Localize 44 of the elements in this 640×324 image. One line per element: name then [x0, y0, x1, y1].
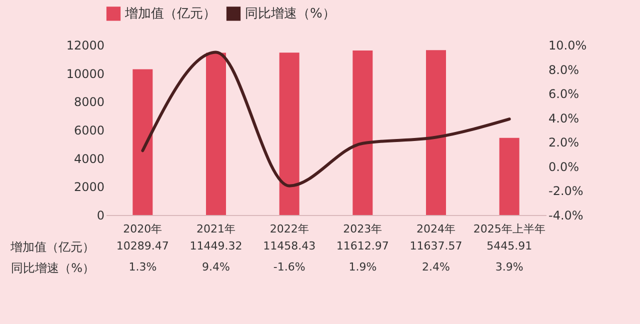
- bar: [352, 50, 373, 215]
- data-label: 2.4%: [422, 260, 450, 274]
- y-tick-label: 0: [96, 208, 104, 222]
- x-tick-label: 2020年: [123, 222, 162, 236]
- y2-tick-label: 4.0%: [548, 111, 579, 126]
- data-label: 1.9%: [348, 260, 377, 274]
- y2-tick-label: -2.0%: [548, 184, 584, 198]
- line-series: [141, 50, 511, 188]
- bar: [206, 52, 226, 215]
- legend-label: 增加值（亿元）: [124, 6, 216, 22]
- y2-tick-label: 8.0%: [548, 62, 579, 77]
- y2-tick-label: 10.0%: [548, 38, 587, 52]
- bar: [499, 138, 520, 215]
- y-tick-label: 10000: [66, 66, 104, 81]
- x-tick-label: 2021年: [196, 222, 236, 236]
- bar: [132, 69, 153, 215]
- y-tick-label: 2000: [74, 180, 104, 194]
- y-tick-label: 6000: [74, 124, 104, 138]
- data-label: 11612.97: [336, 240, 389, 252]
- data-label: 11458.43: [263, 240, 316, 252]
- x-tick-label: 2023年: [343, 222, 382, 236]
- y2-tick-label: 0.0%: [548, 160, 579, 174]
- y2-tick-label: 2.0%: [548, 136, 579, 150]
- y-tick-label: 8000: [74, 95, 104, 110]
- y-tick-label: 12000: [66, 38, 104, 52]
- x-tick-label: 2025年上半年: [473, 222, 546, 236]
- data-label: 5445.91: [486, 240, 532, 252]
- text: 同比增速（%）: [11, 261, 94, 275]
- y2-tick-label: -4.0%: [548, 208, 584, 222]
- data-label: 9.4%: [202, 260, 230, 274]
- bar: [426, 50, 446, 215]
- x-tick-label: 2024年: [416, 222, 456, 236]
- data-label: 11637.57: [410, 240, 462, 252]
- text: 增加值（亿元）: [10, 240, 94, 254]
- data-label: -1.6%: [273, 260, 306, 274]
- data-label: 3.9%: [495, 260, 524, 274]
- data-label: 11449.32: [190, 240, 242, 252]
- data-label: 1.3%: [128, 260, 157, 274]
- y2-tick-label: 6.0%: [548, 87, 579, 102]
- data-label: 10289.47: [116, 240, 169, 252]
- bar: [279, 52, 300, 215]
- y-tick-label: 4000: [74, 152, 104, 166]
- legend-label: 同比增速（%）: [245, 6, 336, 22]
- x-tick-label: 2022年: [270, 222, 309, 236]
